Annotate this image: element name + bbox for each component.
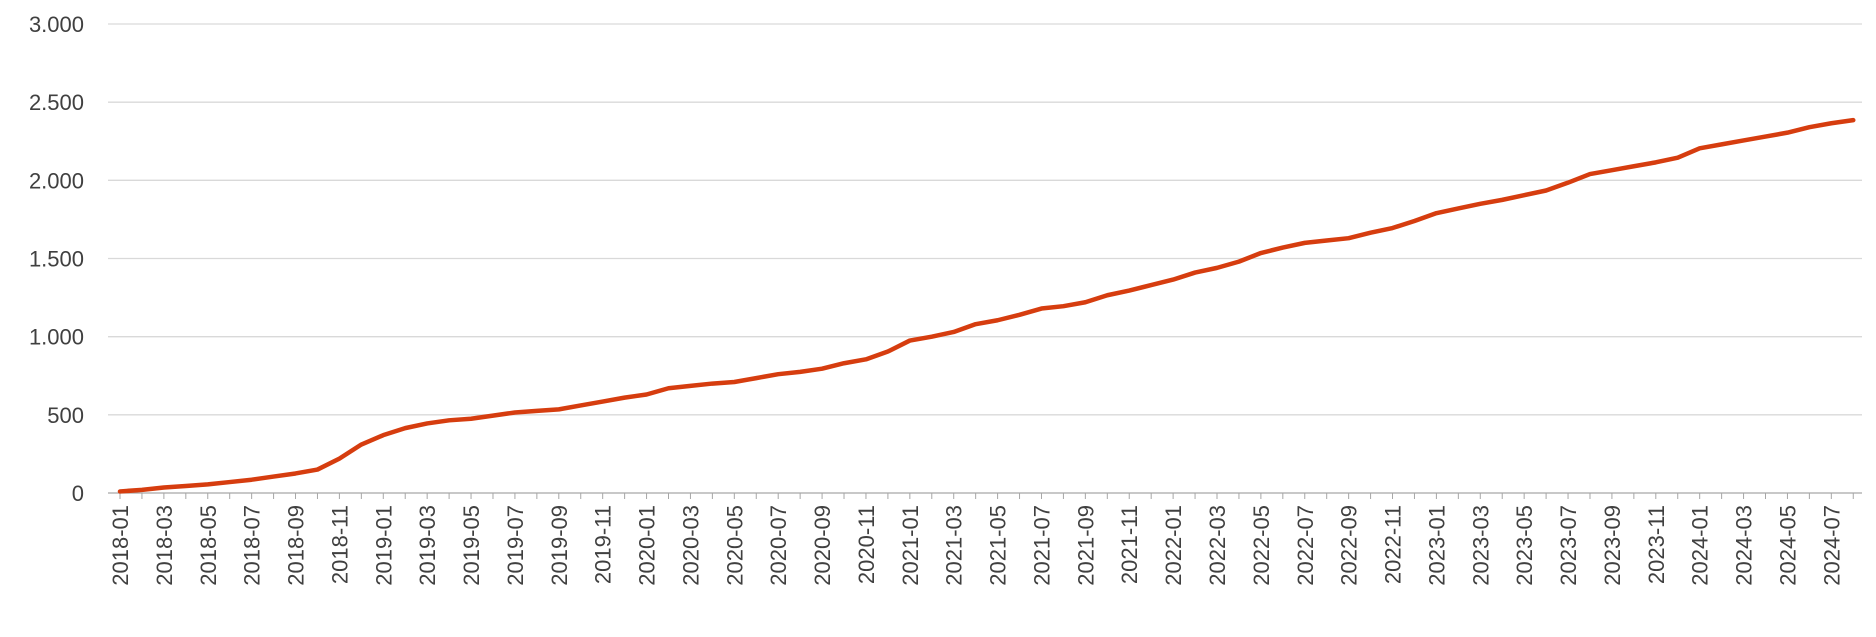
x-tick-label: 2022-03 [1205, 505, 1230, 586]
x-tick-label: 2020-03 [678, 505, 703, 586]
y-tick-label: 500 [47, 403, 84, 428]
x-tick-label: 2024-01 [1688, 505, 1713, 586]
x-tick-label: 2023-03 [1468, 505, 1493, 586]
x-tick-label: 2018-01 [108, 505, 133, 586]
y-tick-label: 3.000 [29, 12, 84, 37]
y-tick-label: 2.500 [29, 90, 84, 115]
x-tick-label: 2021-11 [1117, 505, 1142, 584]
y-tick-label: 1.500 [29, 247, 84, 272]
x-tick-label: 2022-09 [1337, 505, 1362, 586]
x-tick-label: 2023-09 [1600, 505, 1625, 586]
x-tick-label: 2019-11 [591, 505, 616, 584]
x-tick-label: 2018-07 [240, 505, 265, 586]
x-tick-label: 2019-05 [459, 505, 484, 586]
x-tick-label: 2018-11 [327, 505, 352, 584]
x-tick-label: 2024-03 [1732, 505, 1757, 586]
x-tick-label: 2018-09 [284, 505, 309, 586]
x-tick-label: 2019-07 [503, 505, 528, 586]
x-tick-label: 2018-05 [196, 505, 221, 586]
y-tick-label: 0 [72, 481, 84, 506]
x-tick-label: 2019-01 [371, 505, 396, 586]
x-tick-label: 2018-03 [152, 505, 177, 586]
y-tick-label: 2.000 [29, 168, 84, 193]
x-tick-label: 2021-03 [942, 505, 967, 586]
x-tick-label: 2022-01 [1161, 505, 1186, 586]
y-tick-label: 1.000 [29, 325, 84, 350]
x-tick-label: 2021-01 [898, 505, 923, 586]
x-tick-label: 2020-05 [722, 505, 747, 586]
data-line [117, 117, 1856, 494]
x-tick-label: 2023-11 [1644, 505, 1669, 584]
x-tick-label: 2021-05 [986, 505, 1011, 586]
x-tick-label: 2023-07 [1556, 505, 1581, 586]
x-tick-label: 2024-05 [1775, 505, 1800, 586]
x-tick-label: 2022-11 [1381, 505, 1406, 584]
x-tick-label: 2020-01 [635, 505, 660, 586]
x-tick-label: 2024-07 [1819, 505, 1844, 586]
x-tick-label: 2021-07 [1029, 505, 1054, 586]
x-tick-label: 2020-09 [810, 505, 835, 586]
x-tick-label: 2020-11 [854, 505, 879, 584]
x-tick-label: 2022-07 [1293, 505, 1318, 586]
x-tick-label: 2019-09 [547, 505, 572, 586]
x-tick-label: 2023-01 [1424, 505, 1449, 586]
x-tick-label: 2020-07 [766, 505, 791, 586]
x-tick-label: 2023-05 [1512, 505, 1537, 586]
x-tick-label: 2021-09 [1073, 505, 1098, 586]
x-tick-label: 2022-05 [1249, 505, 1274, 586]
x-tick-label: 2019-03 [415, 505, 440, 586]
